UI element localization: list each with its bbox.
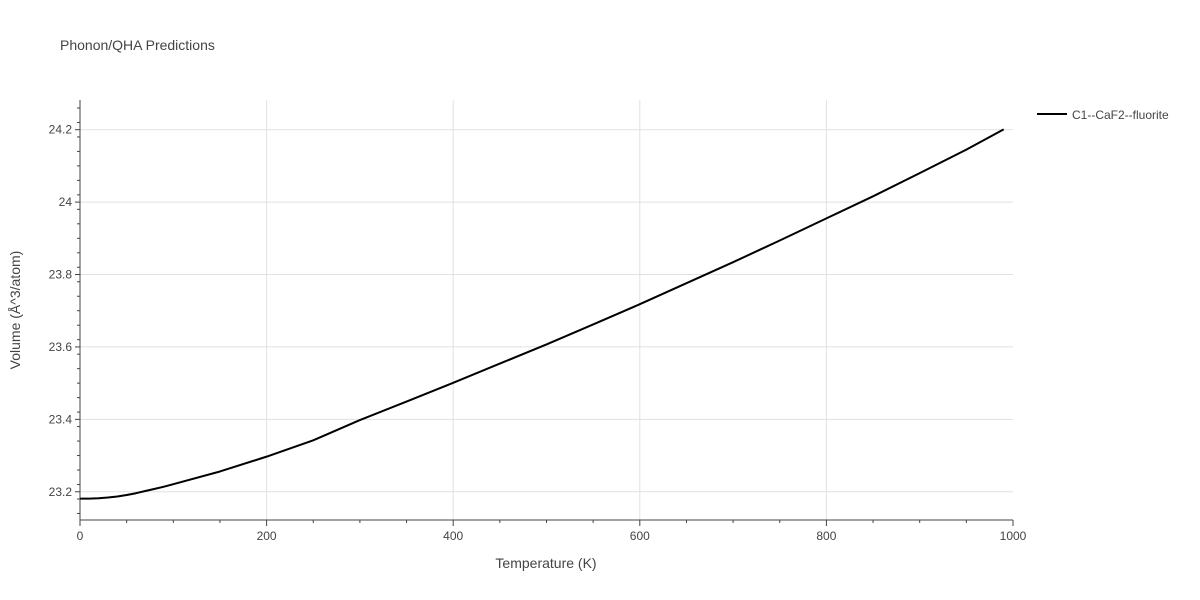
x-tick-label: 200 [257,529,277,543]
x-tick-label: 0 [77,529,84,543]
x-tick-label: 800 [816,529,836,543]
y-tick-label: 23.6 [49,340,73,354]
plot-lines [80,128,1005,500]
series-line-0 [80,128,1005,500]
chart-title: Phonon/QHA Predictions [60,37,215,53]
y-minor-ticks [77,107,80,514]
x-tick-label: 1000 [1000,529,1027,543]
x-axis-title: Temperature (K) [495,555,596,571]
x-tick-label: 600 [630,529,650,543]
x-tick-label: 400 [443,529,463,543]
y-tick-label: 23.2 [49,485,73,499]
x-minor-ticks [126,520,967,523]
axes: 0 200 400 600 800 1000 23.2 23.4 23.6 23.8 24 24.2 [49,100,1027,543]
y-ticks: 23.2 23.4 23.6 23.8 24 24.2 [49,123,80,499]
legend[interactable]: C1--CaF2--fluorite [1037,108,1169,122]
legend-label: C1--CaF2--fluorite [1072,108,1169,122]
y-tick-label: 24 [59,195,73,209]
x-ticks: 0 200 400 600 800 1000 [77,520,1027,543]
y-tick-label: 24.2 [49,123,73,137]
y-axis-title: Volume (Å^3/atom) [7,251,23,370]
grid [80,100,1013,520]
y-tick-label: 23.4 [49,412,73,426]
y-tick-label: 23.8 [49,268,73,282]
